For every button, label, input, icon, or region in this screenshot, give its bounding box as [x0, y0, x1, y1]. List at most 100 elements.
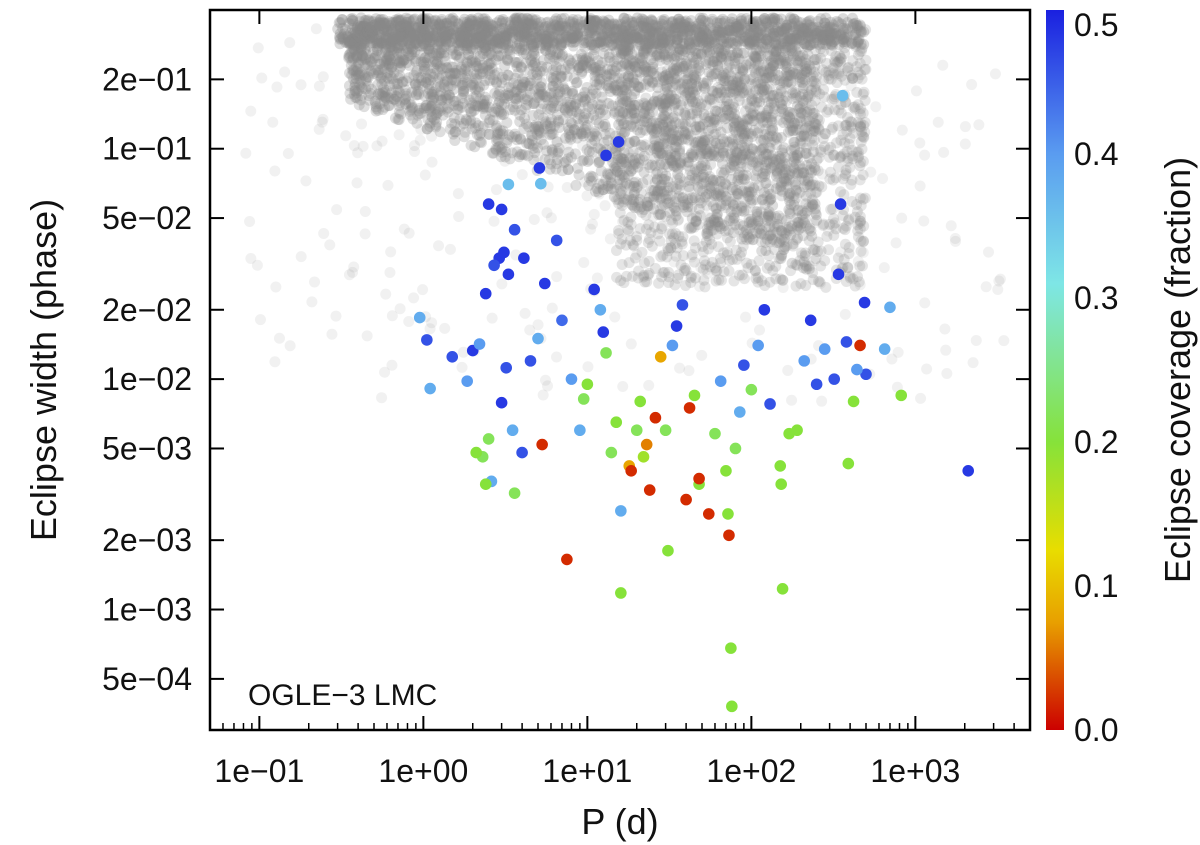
background-point — [703, 115, 715, 127]
background-point — [822, 225, 834, 237]
background-point — [714, 138, 726, 150]
background-point — [710, 275, 722, 287]
background-point — [395, 31, 407, 43]
background-point — [378, 75, 390, 87]
background-point — [736, 233, 748, 245]
background-point — [634, 53, 646, 65]
background-point — [657, 249, 669, 261]
background-point — [395, 25, 407, 37]
background-point — [722, 24, 734, 36]
background-point — [689, 140, 701, 152]
background-point — [793, 41, 805, 53]
background-point — [460, 113, 472, 125]
background-point — [781, 70, 793, 82]
background-point — [653, 140, 665, 152]
background-point — [593, 103, 605, 115]
background-point — [654, 98, 666, 110]
background-point — [592, 107, 604, 119]
background-point — [610, 145, 622, 157]
background-point — [476, 25, 488, 37]
background-point — [552, 21, 564, 33]
background-point — [359, 228, 371, 240]
background-point — [652, 82, 664, 94]
background-point — [490, 102, 502, 114]
background-point — [650, 27, 662, 39]
background-point — [616, 158, 628, 170]
background-point — [639, 139, 651, 151]
background-point — [555, 70, 567, 82]
background-point — [690, 48, 702, 60]
background-point — [363, 33, 375, 45]
background-point — [426, 86, 438, 98]
background-point — [761, 233, 773, 245]
background-point — [461, 42, 473, 54]
background-point — [619, 48, 631, 60]
background-point — [373, 38, 385, 50]
background-point — [775, 152, 787, 164]
background-point — [704, 171, 716, 183]
background-point — [392, 114, 404, 126]
background-point — [721, 122, 733, 134]
background-point — [349, 91, 361, 103]
background-point — [716, 52, 728, 64]
background-point — [425, 68, 437, 80]
background-point — [765, 215, 777, 227]
background-point — [774, 162, 786, 174]
background-point — [768, 244, 780, 256]
background-point — [959, 138, 971, 150]
background-point — [763, 67, 775, 79]
background-point — [703, 217, 715, 229]
background-point — [433, 240, 445, 252]
background-point — [469, 19, 481, 31]
background-point — [355, 74, 367, 86]
background-point — [718, 44, 730, 56]
background-point — [457, 86, 469, 98]
background-point — [839, 42, 851, 54]
background-point — [771, 177, 783, 189]
background-point — [711, 212, 723, 224]
background-point — [646, 25, 658, 37]
background-point — [654, 38, 666, 50]
background-point — [559, 84, 571, 96]
background-point — [693, 203, 705, 215]
background-point — [734, 154, 746, 166]
background-point — [571, 21, 583, 33]
background-point — [523, 138, 535, 150]
background-point — [490, 76, 502, 88]
background-point — [662, 190, 674, 202]
background-point — [833, 104, 845, 116]
background-point — [412, 31, 424, 43]
background-point — [791, 149, 803, 161]
background-point — [660, 193, 672, 205]
background-point — [381, 53, 393, 65]
background-point — [793, 217, 805, 229]
background-point — [685, 223, 697, 235]
background-point — [573, 169, 585, 181]
background-point — [344, 48, 356, 60]
background-point — [424, 120, 436, 132]
background-point — [372, 79, 384, 91]
background-point — [477, 98, 489, 110]
background-point — [581, 120, 593, 132]
background-point — [436, 44, 448, 56]
background-point — [471, 129, 483, 141]
background-point — [678, 23, 690, 35]
background-point — [618, 171, 630, 183]
background-point — [932, 116, 944, 128]
background-point — [854, 279, 866, 291]
background-point — [768, 226, 780, 238]
background-point — [601, 98, 613, 110]
background-point — [426, 317, 438, 329]
background-point — [767, 124, 779, 136]
background-point — [579, 93, 591, 105]
background-point — [740, 224, 752, 236]
background-point — [576, 16, 588, 28]
background-point — [669, 238, 681, 250]
background-point — [762, 149, 774, 161]
background-point — [394, 86, 406, 98]
background-point — [729, 124, 741, 136]
background-point — [495, 107, 507, 119]
background-point — [552, 146, 564, 158]
background-point — [625, 108, 637, 120]
background-point — [300, 175, 312, 187]
